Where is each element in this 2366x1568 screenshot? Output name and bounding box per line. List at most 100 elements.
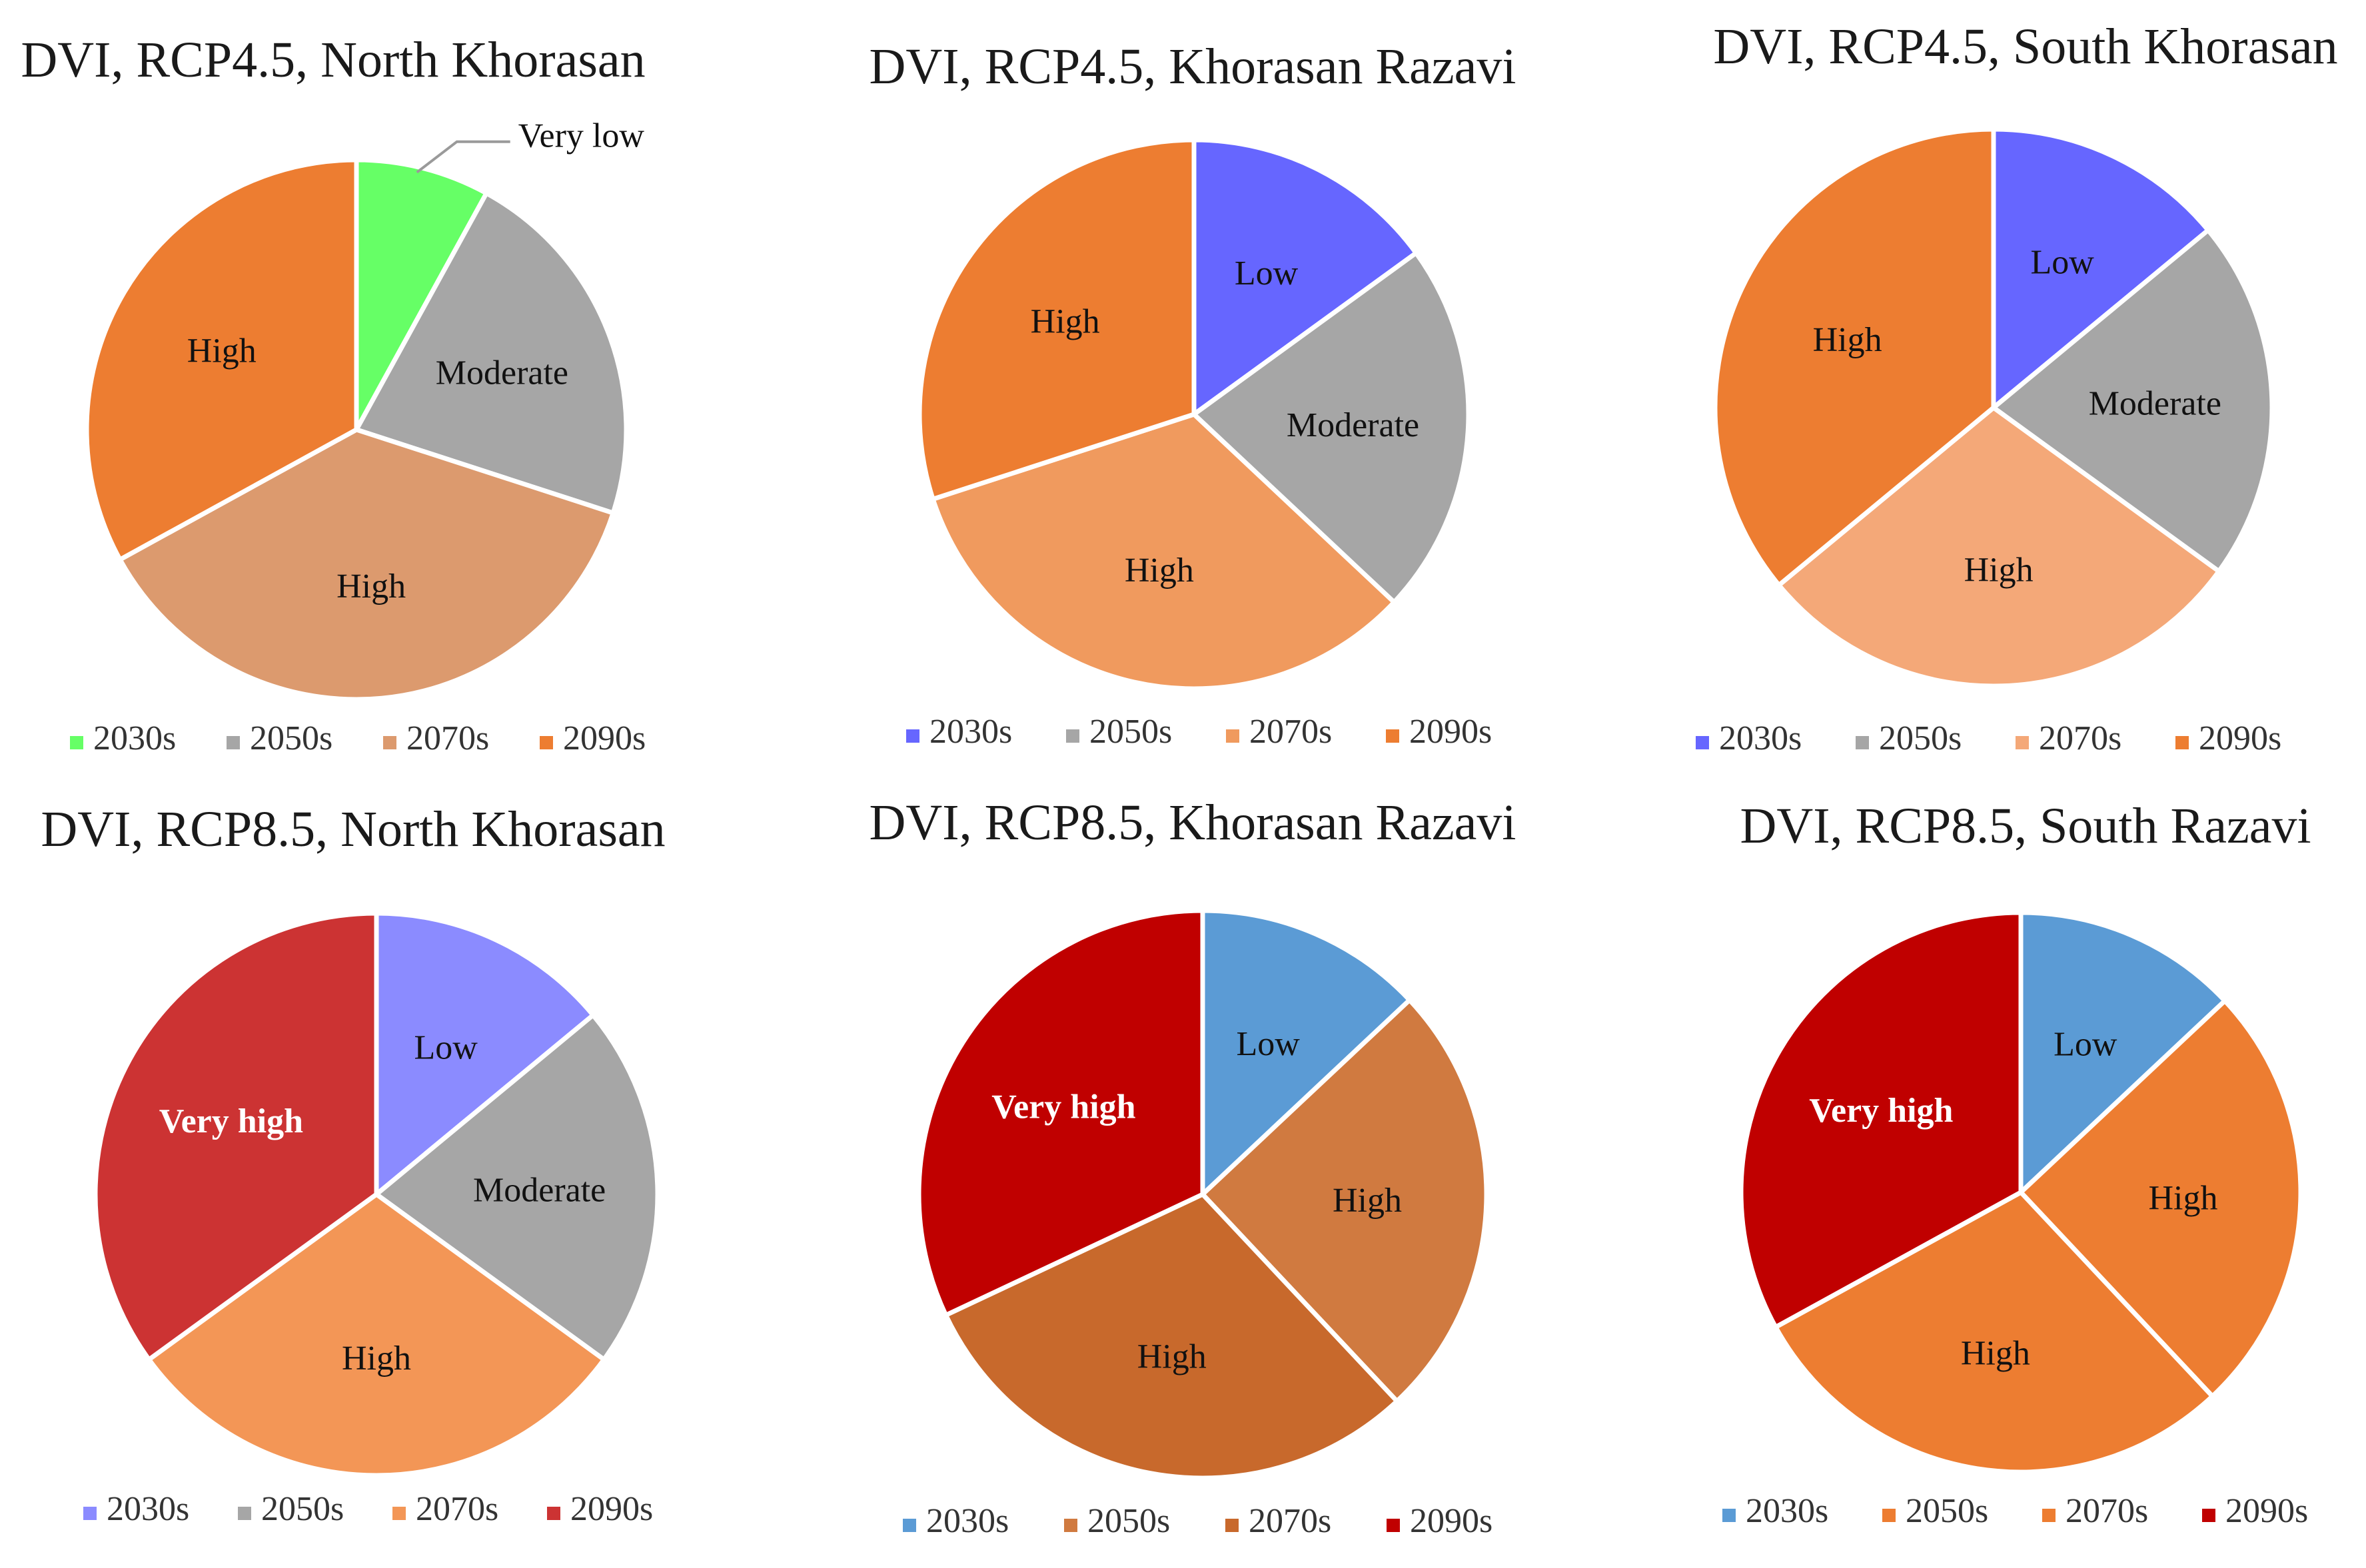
- slice-label: Very low: [518, 117, 645, 155]
- chart-title: DVI, RCP8.5, South Razavi: [1740, 798, 2311, 854]
- pie-slice-2090s: [917, 137, 1197, 502]
- legend-swatch: [1386, 729, 1399, 743]
- slice-label: Very high: [159, 1102, 303, 1140]
- pie-chart-5: DVI, RCP8.5, Khorasan Razavi Low High High V…: [870, 795, 1516, 1540]
- chart-title: DVI, RCP8.5, North Khorasan: [41, 801, 665, 857]
- legend-swatch: [227, 736, 240, 749]
- slice-label: High: [2148, 1180, 2217, 1218]
- legend-swatch: [70, 736, 83, 749]
- legend-swatch: [1882, 1509, 1896, 1522]
- pie-chart-6: DVI, RCP8.5, South Razavi Low High High Very…: [1722, 798, 2311, 1530]
- legend-swatch: [1066, 729, 1079, 743]
- pie-slice-2070s: [929, 412, 1398, 691]
- legend-swatch: [540, 736, 553, 749]
- pie-slice-2090s: [1712, 127, 1996, 589]
- legend: 2030s 2050s 2070s 2090s: [70, 719, 646, 757]
- slice-label: Very high: [1809, 1092, 1953, 1130]
- callout-line: [416, 140, 510, 174]
- slice-label: Low: [414, 1029, 478, 1067]
- pie-slice-2050s: [2018, 997, 2303, 1400]
- legend-label: 2090s: [1409, 713, 1492, 751]
- legend: 2030s 2050s 2070s 2090s: [903, 1502, 1492, 1540]
- legend-label: 2070s: [406, 719, 489, 757]
- legend-label: 2030s: [926, 1502, 1009, 1540]
- pie-chart-4: DVI, RCP8.5, North Khorasan Low Moderate Hi…: [41, 801, 665, 1528]
- legend-swatch: [2016, 736, 2029, 749]
- pie-chart-3: DVI, RCP4.5, South Khorasan Low Moderate Hi…: [1696, 19, 2338, 757]
- pie-slice-2030s: [374, 911, 597, 1200]
- pie-slice-2030s: [1191, 137, 1420, 419]
- legend-label: 2090s: [1410, 1502, 1492, 1540]
- legend-label: 2090s: [570, 1490, 653, 1528]
- legend: 2030s 2050s 2070s 2090s: [1722, 1492, 2308, 1530]
- slice-label: High: [1137, 1338, 1207, 1376]
- legend-label: 2070s: [1249, 713, 1332, 751]
- legend-swatch: [2042, 1509, 2056, 1522]
- legend-swatch: [547, 1507, 560, 1520]
- slice-label: Low: [2054, 1025, 2117, 1063]
- legend-swatch: [1064, 1519, 1077, 1532]
- legend-label: 2070s: [2066, 1492, 2148, 1530]
- pie-slice-2070s: [145, 1191, 608, 1478]
- slice-label: Low: [1236, 1025, 1300, 1063]
- legend-swatch: [1856, 736, 1869, 749]
- pie-slice-2030s: [2018, 910, 2229, 1198]
- pie-slice-2050s: [372, 1012, 660, 1363]
- pie-slice-2030s: [1991, 127, 2211, 413]
- slice-label: Moderate: [2089, 384, 2221, 422]
- pie-slice-2050s: [1990, 226, 2275, 575]
- legend-label: 2050s: [261, 1490, 344, 1528]
- legend-label: 2030s: [1719, 719, 1802, 757]
- chart-title: DVI, RCP8.5, Khorasan Razavi: [870, 795, 1516, 851]
- slice-label: Low: [1235, 254, 1299, 292]
- slice-label: High: [1031, 303, 1100, 341]
- legend-swatch: [1696, 736, 1709, 749]
- legend-swatch: [1387, 1519, 1400, 1532]
- legend-label: 2030s: [1746, 1492, 1828, 1530]
- legend-swatch: [2175, 736, 2189, 749]
- legend-label: 2050s: [1087, 1502, 1170, 1540]
- legend-label: 2030s: [93, 719, 176, 757]
- legend-swatch: [392, 1507, 406, 1520]
- pie-slice-2070s: [942, 1191, 1401, 1481]
- legend-swatch: [2202, 1509, 2215, 1522]
- legend-label: 2050s: [250, 719, 332, 757]
- legend-label: 2030s: [929, 713, 1012, 751]
- legend-swatch: [383, 736, 396, 749]
- slice-label: Moderate: [473, 1171, 606, 1209]
- legend: 2030s 2050s 2070s 2090s: [1696, 719, 2281, 757]
- legend-label: 2070s: [416, 1490, 498, 1528]
- pie-slice-2030s: [1200, 908, 1413, 1200]
- legend-label: 2070s: [2039, 719, 2121, 757]
- legend-swatch: [903, 1519, 916, 1532]
- slice-label: High: [1333, 1182, 1402, 1220]
- pie-slice-2090s: [916, 908, 1205, 1319]
- legend-label: 2090s: [563, 719, 646, 757]
- slice-label: High: [336, 568, 406, 605]
- slice-label: High: [1964, 551, 2034, 589]
- slice-label: Very high: [991, 1088, 1135, 1126]
- pie-slice-2050s: [1199, 996, 1489, 1405]
- legend-label: 2030s: [107, 1490, 189, 1528]
- pie-chart-1: DVI, RCP4.5, North Khorasan Very low Moder…: [21, 32, 646, 757]
- chart-title: DVI, RCP4.5, Khorasan Razavi: [870, 39, 1516, 95]
- pie-slice-2090s: [84, 157, 359, 563]
- pie-slice-2070s: [1775, 404, 2223, 689]
- legend-label: 2090s: [2199, 719, 2281, 757]
- chart-title: DVI, RCP4.5, South Khorasan: [1713, 19, 2337, 75]
- legend-label: 2090s: [2225, 1492, 2308, 1530]
- pie-slice-2090s: [1738, 910, 2024, 1331]
- pie-slice-2070s: [1772, 1189, 2216, 1475]
- legend: 2030s 2050s 2070s 2090s: [83, 1490, 653, 1528]
- legend-label: 2050s: [1906, 1492, 1988, 1530]
- pie-slice-2090s: [93, 911, 379, 1363]
- pie-slice-2050s: [1190, 249, 1471, 605]
- slice-label: High: [187, 332, 257, 370]
- legend-swatch: [906, 729, 919, 743]
- legend-label: 2050s: [1089, 713, 1172, 751]
- legend-swatch: [1226, 729, 1239, 743]
- pie-slice-2070s: [117, 427, 616, 702]
- pie-chart-2: DVI, RCP4.5, Khorasan Razavi Low Moderate H…: [870, 39, 1516, 751]
- chart-title: DVI, RCP4.5, North Khorasan: [21, 32, 645, 88]
